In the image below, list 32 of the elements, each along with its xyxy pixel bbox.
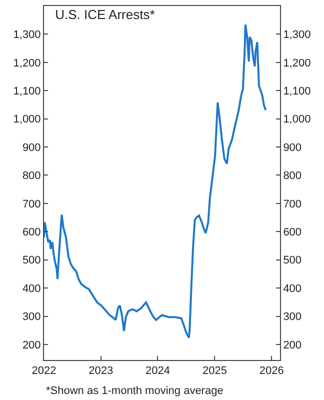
y2-tick-label: 1,000 bbox=[283, 114, 311, 126]
chart-title: U.S. ICE Arrests* bbox=[55, 7, 155, 22]
y-tick-label: 500 bbox=[22, 254, 41, 267]
x-tick-label: 2026 bbox=[259, 365, 284, 378]
y2-tick-label: 900 bbox=[283, 142, 302, 154]
x-tick-label: 2022 bbox=[32, 365, 56, 378]
y-tick-label: 800 bbox=[22, 170, 41, 182]
y-tick-label: 1,000 bbox=[13, 114, 41, 126]
y2-tick-label: 600 bbox=[283, 226, 302, 239]
line-series bbox=[44, 24, 267, 339]
y2-tick-label: 700 bbox=[283, 198, 302, 210]
y2-tick-label: 1,300 bbox=[283, 29, 311, 42]
y-tick-label: 300 bbox=[22, 311, 41, 324]
y2-tick-label: 500 bbox=[283, 254, 302, 267]
text: *Shown as 1-month moving average bbox=[46, 385, 224, 397]
y2-tick-label: 1,200 bbox=[283, 57, 311, 70]
y2-tick-label: 300 bbox=[283, 311, 302, 324]
y2-tick-label: 1,100 bbox=[283, 85, 311, 98]
y-tick-label: 1,100 bbox=[13, 85, 41, 98]
y-tick-label: 1,300 bbox=[13, 29, 41, 42]
y-tick-label: 200 bbox=[22, 339, 41, 352]
y-tick-label: 700 bbox=[22, 198, 41, 210]
y2-tick-label: 200 bbox=[283, 339, 302, 352]
x-tick-label: 2023 bbox=[88, 365, 114, 378]
y2-tick-label: 800 bbox=[283, 170, 302, 182]
y-tick-label: 1,200 bbox=[13, 57, 41, 70]
y-tick-label: 900 bbox=[22, 142, 41, 154]
y-tick-label: 400 bbox=[22, 282, 41, 295]
x-tick-label: 2024 bbox=[145, 365, 170, 378]
y2-tick-label: 400 bbox=[283, 282, 302, 295]
y-tick-label: 600 bbox=[22, 226, 41, 239]
x-tick-label: 2025 bbox=[202, 365, 227, 378]
